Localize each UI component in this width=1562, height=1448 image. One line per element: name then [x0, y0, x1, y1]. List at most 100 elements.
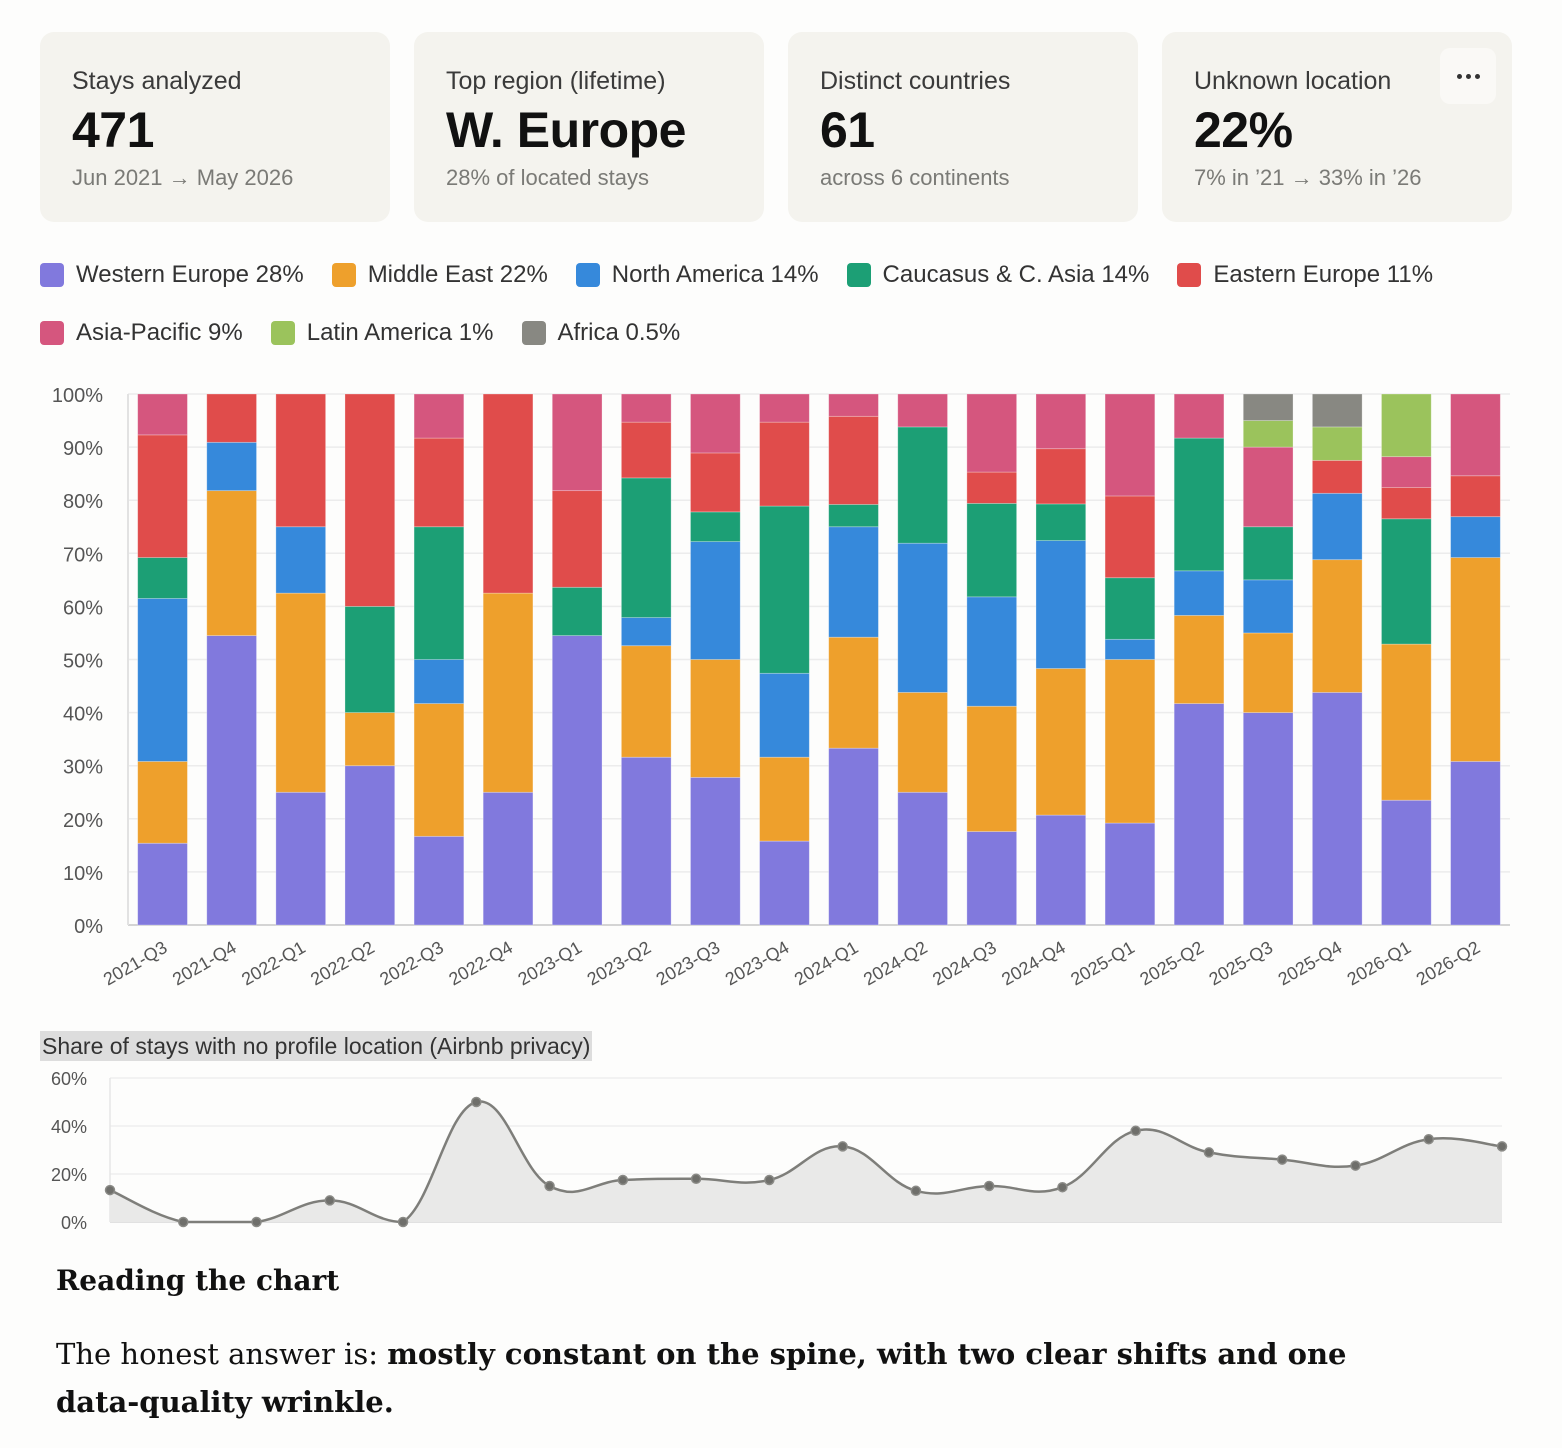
- data-point[interactable]: [471, 1096, 482, 1108]
- bar-segment[interactable]: [344, 712, 396, 767]
- data-point[interactable]: [178, 1216, 189, 1228]
- more-options-button[interactable]: [1440, 48, 1496, 104]
- bar-segment[interactable]: [413, 703, 465, 837]
- bar-segment[interactable]: [966, 471, 1018, 504]
- bar-segment[interactable]: [275, 526, 327, 594]
- data-point[interactable]: [764, 1174, 775, 1186]
- bar-segment[interactable]: [1381, 799, 1432, 926]
- bar-segment[interactable]: [1035, 393, 1087, 450]
- data-point[interactable]: [617, 1174, 629, 1186]
- data-point[interactable]: [1130, 1125, 1141, 1137]
- bar-segment[interactable]: [206, 441, 257, 492]
- legend-item[interactable]: Caucasus & C. Asia 14%: [846, 262, 1149, 288]
- data-point[interactable]: [544, 1180, 555, 1192]
- bar-segment[interactable]: [966, 705, 1018, 832]
- bar-segment[interactable]: [1311, 459, 1363, 494]
- bar-segment[interactable]: [137, 598, 188, 762]
- bar-segment[interactable]: [1173, 615, 1225, 704]
- data-point[interactable]: [397, 1216, 409, 1228]
- legend-item[interactable]: Africa 0.5%: [521, 320, 680, 346]
- bar-segment[interactable]: [551, 635, 603, 926]
- bar-segment[interactable]: [966, 502, 1018, 598]
- legend-item[interactable]: Eastern Europe 11%: [1177, 262, 1433, 288]
- bar-segment[interactable]: [1242, 393, 1294, 421]
- legend-item[interactable]: Western Europe 28%: [40, 262, 304, 288]
- bar-segment[interactable]: [1242, 420, 1294, 448]
- bar-segment[interactable]: [759, 421, 810, 507]
- bar-segment[interactable]: [759, 672, 810, 758]
- data-point[interactable]: [324, 1195, 336, 1206]
- bar-segment[interactable]: [759, 840, 810, 926]
- data-point[interactable]: [983, 1180, 995, 1192]
- bar-segment[interactable]: [1381, 518, 1432, 645]
- bar-segment[interactable]: [828, 636, 879, 749]
- bar-segment[interactable]: [1173, 437, 1225, 572]
- bar-segment[interactable]: [206, 490, 257, 637]
- bar-segment[interactable]: [966, 831, 1018, 926]
- bar-segment[interactable]: [1173, 393, 1225, 439]
- bar-segment[interactable]: [1450, 393, 1501, 477]
- legend-item[interactable]: Latin America 1%: [270, 320, 494, 346]
- data-point[interactable]: [1423, 1133, 1434, 1145]
- bar-segment[interactable]: [1035, 448, 1087, 505]
- bar-segment[interactable]: [1450, 761, 1501, 926]
- bar-segment[interactable]: [1311, 426, 1363, 461]
- data-point[interactable]: [910, 1185, 922, 1197]
- bar-segment[interactable]: [1242, 632, 1294, 714]
- data-point[interactable]: [251, 1216, 262, 1228]
- bar-segment[interactable]: [690, 776, 741, 926]
- bar-segment[interactable]: [1242, 712, 1294, 926]
- bar-segment[interactable]: [1311, 692, 1363, 926]
- bar-segment[interactable]: [1311, 559, 1363, 693]
- data-point[interactable]: [837, 1141, 848, 1152]
- bar-segment[interactable]: [137, 557, 188, 599]
- bar-segment[interactable]: [690, 393, 741, 454]
- bar-segment[interactable]: [1104, 495, 1156, 579]
- bar-segment[interactable]: [1104, 659, 1156, 824]
- bar-segment[interactable]: [206, 393, 257, 443]
- legend-item[interactable]: Asia-Pacific 9%: [40, 320, 243, 346]
- bar-segment[interactable]: [1450, 557, 1501, 762]
- bar-segment[interactable]: [275, 393, 327, 528]
- bar-segment[interactable]: [551, 586, 603, 637]
- bar-segment[interactable]: [1450, 516, 1501, 558]
- bar-segment[interactable]: [137, 761, 188, 844]
- bar-segment[interactable]: [1035, 503, 1087, 541]
- bar-segment[interactable]: [137, 393, 188, 436]
- bar-segment[interactable]: [344, 393, 396, 607]
- bar-segment[interactable]: [137, 842, 188, 926]
- bar-segment[interactable]: [966, 596, 1018, 707]
- data-point[interactable]: [1057, 1181, 1068, 1193]
- bar-segment[interactable]: [828, 393, 879, 417]
- bar-segment[interactable]: [1104, 393, 1156, 497]
- bar-segment[interactable]: [828, 415, 879, 505]
- bar-segment[interactable]: [1381, 456, 1432, 488]
- bar-segment[interactable]: [620, 645, 672, 758]
- bar-segment[interactable]: [897, 426, 948, 544]
- bar-segment[interactable]: [1104, 822, 1156, 926]
- bar-segment[interactable]: [413, 393, 465, 439]
- bar-segment[interactable]: [1242, 526, 1294, 581]
- bar-segment[interactable]: [482, 592, 534, 793]
- legend-item[interactable]: Middle East 22%: [331, 262, 548, 288]
- bar-segment[interactable]: [1104, 638, 1156, 660]
- bar-segment[interactable]: [759, 505, 810, 674]
- bar-segment[interactable]: [1242, 579, 1294, 634]
- bar-segment[interactable]: [413, 659, 465, 704]
- bar-segment[interactable]: [1104, 577, 1156, 640]
- data-point[interactable]: [1350, 1160, 1361, 1171]
- bar-segment[interactable]: [1450, 475, 1501, 518]
- bar-segment[interactable]: [1311, 492, 1363, 561]
- bar-segment[interactable]: [828, 747, 879, 926]
- bar-segment[interactable]: [413, 437, 465, 528]
- bar-segment[interactable]: [759, 756, 810, 842]
- legend-item[interactable]: North America 14%: [575, 262, 819, 288]
- bar-segment[interactable]: [482, 791, 534, 926]
- bar-segment[interactable]: [690, 511, 741, 543]
- bar-segment[interactable]: [275, 791, 327, 926]
- bar-segment[interactable]: [1173, 570, 1225, 616]
- bar-segment[interactable]: [1035, 540, 1087, 669]
- bar-segment[interactable]: [413, 835, 465, 926]
- bar-segment[interactable]: [1381, 487, 1432, 520]
- bar-segment[interactable]: [413, 526, 465, 660]
